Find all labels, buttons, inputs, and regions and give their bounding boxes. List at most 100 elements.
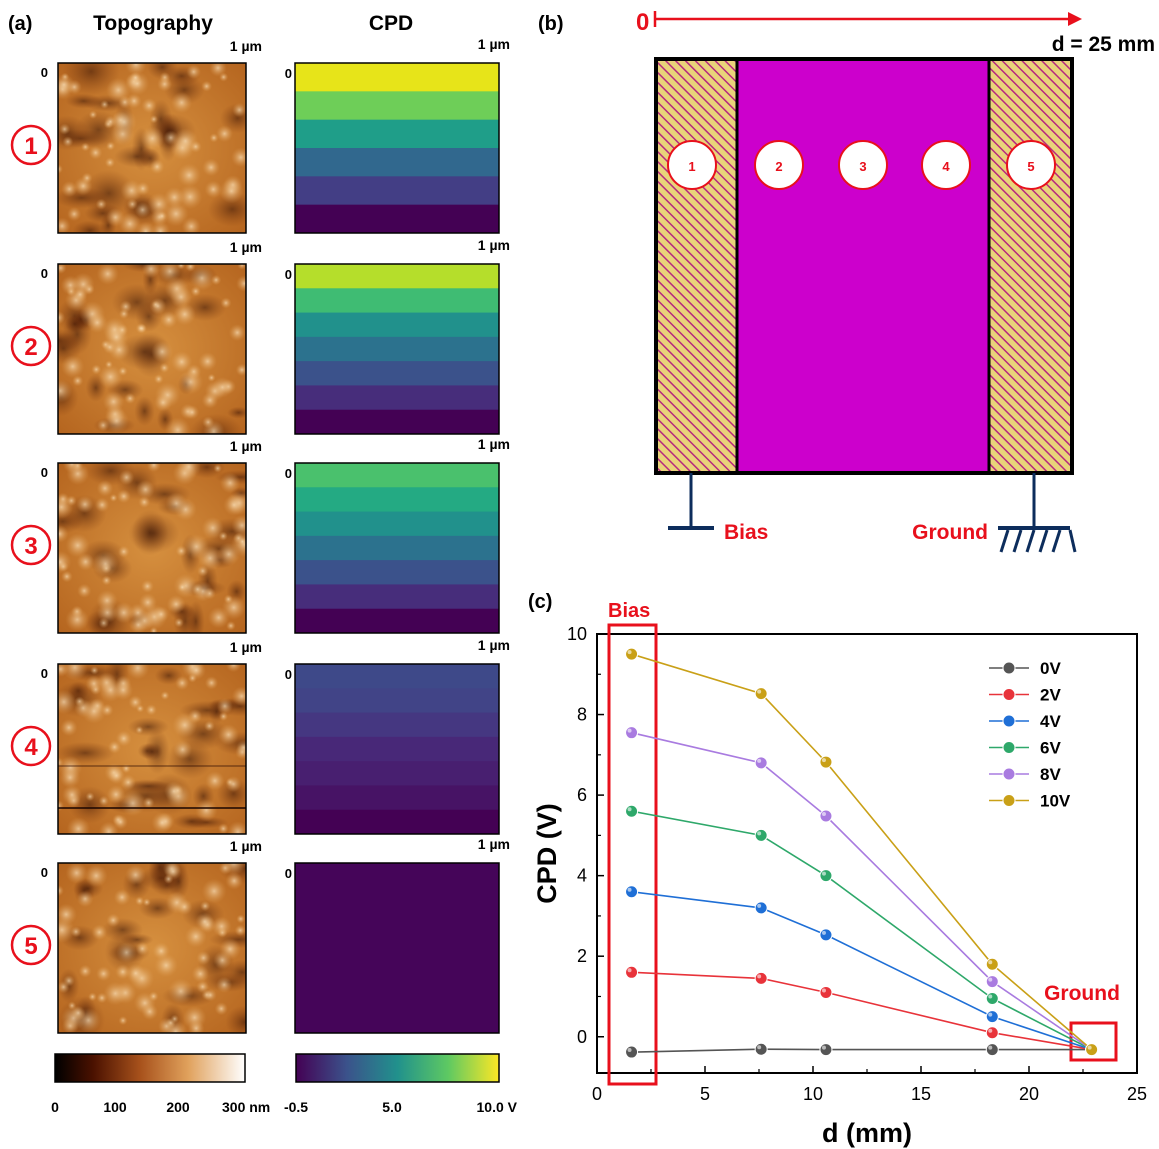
cpd-colorbar-tick: 5.0 (382, 1099, 402, 1115)
legend-item: 6V (989, 739, 1061, 758)
y-tick-label: 10 (567, 624, 587, 644)
cpd-band (295, 712, 499, 738)
row-marker-number: 2 (24, 334, 37, 361)
position-marker-number: 3 (859, 159, 866, 174)
bias-terminal: Bias (668, 473, 768, 544)
legend-item: 2V (989, 686, 1061, 705)
cpd-colorbar-tick: -0.5 (284, 1099, 308, 1115)
position-marker-circle (838, 140, 888, 190)
measurement-position-1: 1 (667, 140, 717, 190)
row-marker-number: 5 (24, 933, 37, 960)
topography-colorbar: 0 100 200 300 nm (51, 1053, 270, 1115)
data-point (625, 726, 639, 740)
topography-scale-label: 1 µm (230, 239, 262, 255)
data-point (819, 869, 833, 883)
row-marker-number: 4 (24, 734, 38, 761)
sample-row-3: 3 1 µm 0 1 µm 0 (10, 436, 510, 634)
data-point-highlight (821, 871, 826, 876)
data-point-highlight (988, 977, 993, 982)
cpd-scale-label: 1 µm (478, 36, 510, 52)
cpd-scale-label: 1 µm (478, 237, 510, 253)
cpd-band (295, 409, 499, 435)
measurement-position-2: 2 (754, 140, 804, 190)
legend-item: 0V (989, 659, 1061, 678)
ground-highlight-box (1069, 1021, 1118, 1062)
position-marker-number: 1 (688, 159, 695, 174)
data-point-highlight (1087, 1045, 1092, 1050)
legend-marker (1002, 794, 1016, 807)
y-tick-label: 8 (577, 705, 587, 725)
data-point (625, 647, 639, 661)
series-8V (625, 726, 1099, 1057)
series-4V (625, 885, 1099, 1057)
cpd-image (294, 462, 500, 634)
data-point (819, 809, 833, 823)
data-point-highlight (627, 807, 632, 812)
cpd-band (295, 487, 499, 513)
topography-origin-label: 0 (41, 465, 48, 480)
data-point-highlight (757, 1045, 762, 1050)
position-marker-circle (754, 140, 804, 190)
data-point (625, 885, 639, 899)
bias-electrode (656, 59, 737, 473)
cpd-band (295, 736, 499, 762)
data-point-highlight (757, 689, 762, 694)
data-point (754, 687, 768, 701)
legend-label: 4V (1040, 712, 1061, 731)
data-point-highlight (821, 988, 826, 993)
x-tick-label: 20 (1019, 1084, 1039, 1104)
measurement-position-4: 4 (921, 140, 971, 190)
cpd-column-title: CPD (369, 12, 413, 35)
topography-image (57, 663, 247, 835)
cpd-band (295, 809, 499, 835)
data-point (625, 1045, 639, 1059)
topography-image (57, 263, 247, 435)
topography-scale-label: 1 µm (230, 838, 262, 854)
row-marker-circle (10, 124, 52, 166)
position-marker-circle (1006, 140, 1056, 190)
row-marker-circle (10, 924, 52, 966)
data-point-highlight (988, 1028, 993, 1033)
row-marker-number: 3 (24, 533, 37, 560)
topography-colorbar-gradient (54, 1053, 246, 1083)
panel-c-label: (c) (528, 591, 552, 613)
series-line (631, 971, 1092, 1051)
sample-film (737, 59, 989, 473)
series-10V (625, 647, 1099, 1057)
data-point-highlight (821, 758, 826, 763)
series-2V (625, 965, 1099, 1057)
legend-label: 0V (1040, 659, 1061, 678)
legend-item: 4V (989, 712, 1061, 731)
cpd-band (295, 264, 499, 289)
cpd-band (295, 336, 499, 362)
cpd-origin-label: 0 (285, 466, 292, 481)
distance-arrow-head (1068, 12, 1082, 26)
cpd-image (294, 263, 500, 435)
topography-scale-label: 1 µm (230, 438, 262, 454)
data-point (985, 1026, 999, 1040)
cpd-band (295, 688, 499, 714)
sample-row-5: 5 1 µm 0 1 µm 0 (10, 836, 510, 1034)
panel-a-label: (a) (8, 13, 32, 35)
legend-marker (1002, 688, 1016, 701)
data-point (985, 975, 999, 989)
topography-colorbar-tick: 200 (166, 1099, 190, 1115)
chart-ground-annotation: Ground (1044, 982, 1120, 1005)
cpd-scale-label: 1 µm (478, 836, 510, 852)
data-point-highlight (821, 930, 826, 935)
cpd-colorbar-gradient (295, 1053, 500, 1083)
data-point-highlight (757, 903, 762, 908)
legend-item: 8V (989, 765, 1061, 784)
device-outline (654, 57, 1074, 475)
y-tick-label: 0 (577, 1027, 587, 1047)
distance-label: d = 25 mm (1052, 33, 1155, 56)
topography-colorbar-tick: 100 (103, 1099, 127, 1115)
y-tick-label: 6 (577, 785, 587, 805)
data-point-highlight (988, 1012, 993, 1017)
y-axis-label: CPD (V) (532, 803, 562, 904)
position-marker-number: 4 (942, 159, 950, 174)
cpd-band (295, 560, 499, 585)
data-point-highlight (988, 1045, 993, 1050)
data-point-highlight (627, 887, 632, 892)
y-tick-label: 4 (577, 866, 587, 886)
